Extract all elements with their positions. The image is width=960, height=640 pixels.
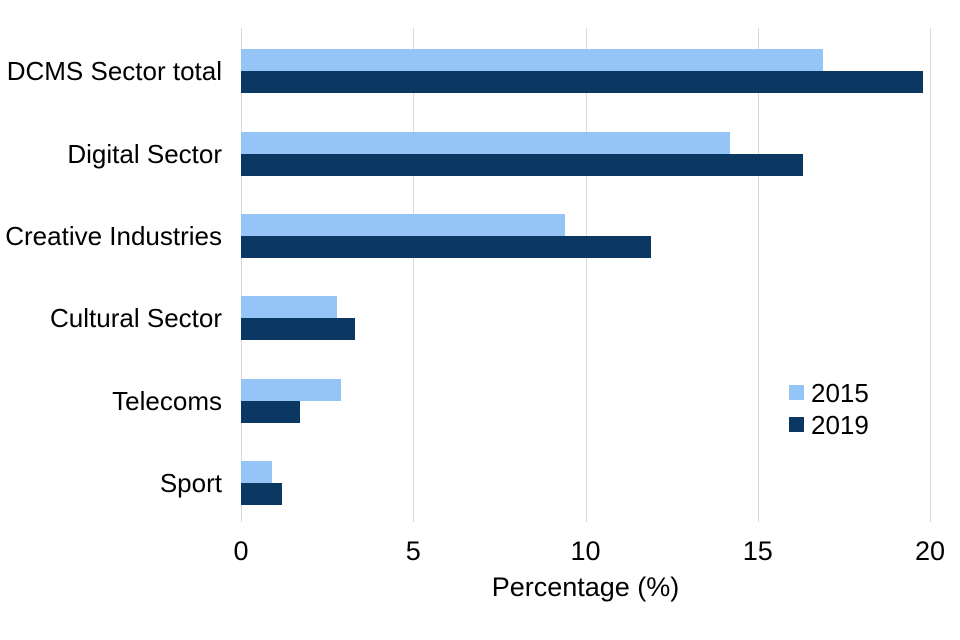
bar-2019-cultural-sector: [241, 318, 355, 341]
x-tick-label: 0: [233, 536, 249, 566]
gridline: [757, 28, 759, 522]
x-tick-label: 5: [405, 536, 421, 566]
bar-2019-telecoms: [241, 400, 300, 423]
legend-item-2015: 2015: [789, 378, 869, 407]
gridline: [585, 28, 587, 522]
x-tick-label: 10: [570, 536, 601, 566]
bar-2015-creative-industries: [241, 213, 565, 236]
legend-swatch-icon: [789, 417, 804, 432]
bar-2019-creative-industries: [241, 235, 651, 258]
bar-2019-dcms-sector-total: [241, 71, 924, 94]
category-label: Sport: [159, 467, 222, 498]
legend-label: 2015: [811, 377, 869, 408]
category-label: Digital Sector: [67, 138, 222, 169]
bar-2015-dcms-sector-total: [241, 49, 824, 72]
legend: 2015 2019: [789, 378, 869, 442]
x-tick-label: 20: [914, 536, 946, 566]
gridline: [930, 28, 931, 522]
bar-2015-digital-sector: [241, 131, 731, 154]
x-tick-label: 15: [742, 536, 773, 566]
gridline: [413, 28, 415, 522]
legend-swatch-icon: [789, 385, 804, 400]
category-label: DCMS Sector total: [6, 56, 222, 87]
legend-label: 2019: [811, 409, 869, 440]
bar-2019-sport: [241, 482, 283, 505]
category-label: Telecoms: [112, 385, 222, 416]
bar-2019-digital-sector: [241, 153, 803, 176]
bar-2015-sport: [241, 460, 272, 483]
bar-2015-telecoms: [241, 378, 341, 401]
legend-item-2019: 2019: [789, 410, 869, 439]
plot-area: [241, 28, 931, 522]
x-axis-title: Percentage (%): [491, 572, 680, 602]
gridline: [241, 28, 242, 522]
bar-2015-cultural-sector: [241, 296, 338, 319]
category-label: Creative Industries: [5, 220, 222, 251]
category-label: Cultural Sector: [50, 303, 222, 334]
